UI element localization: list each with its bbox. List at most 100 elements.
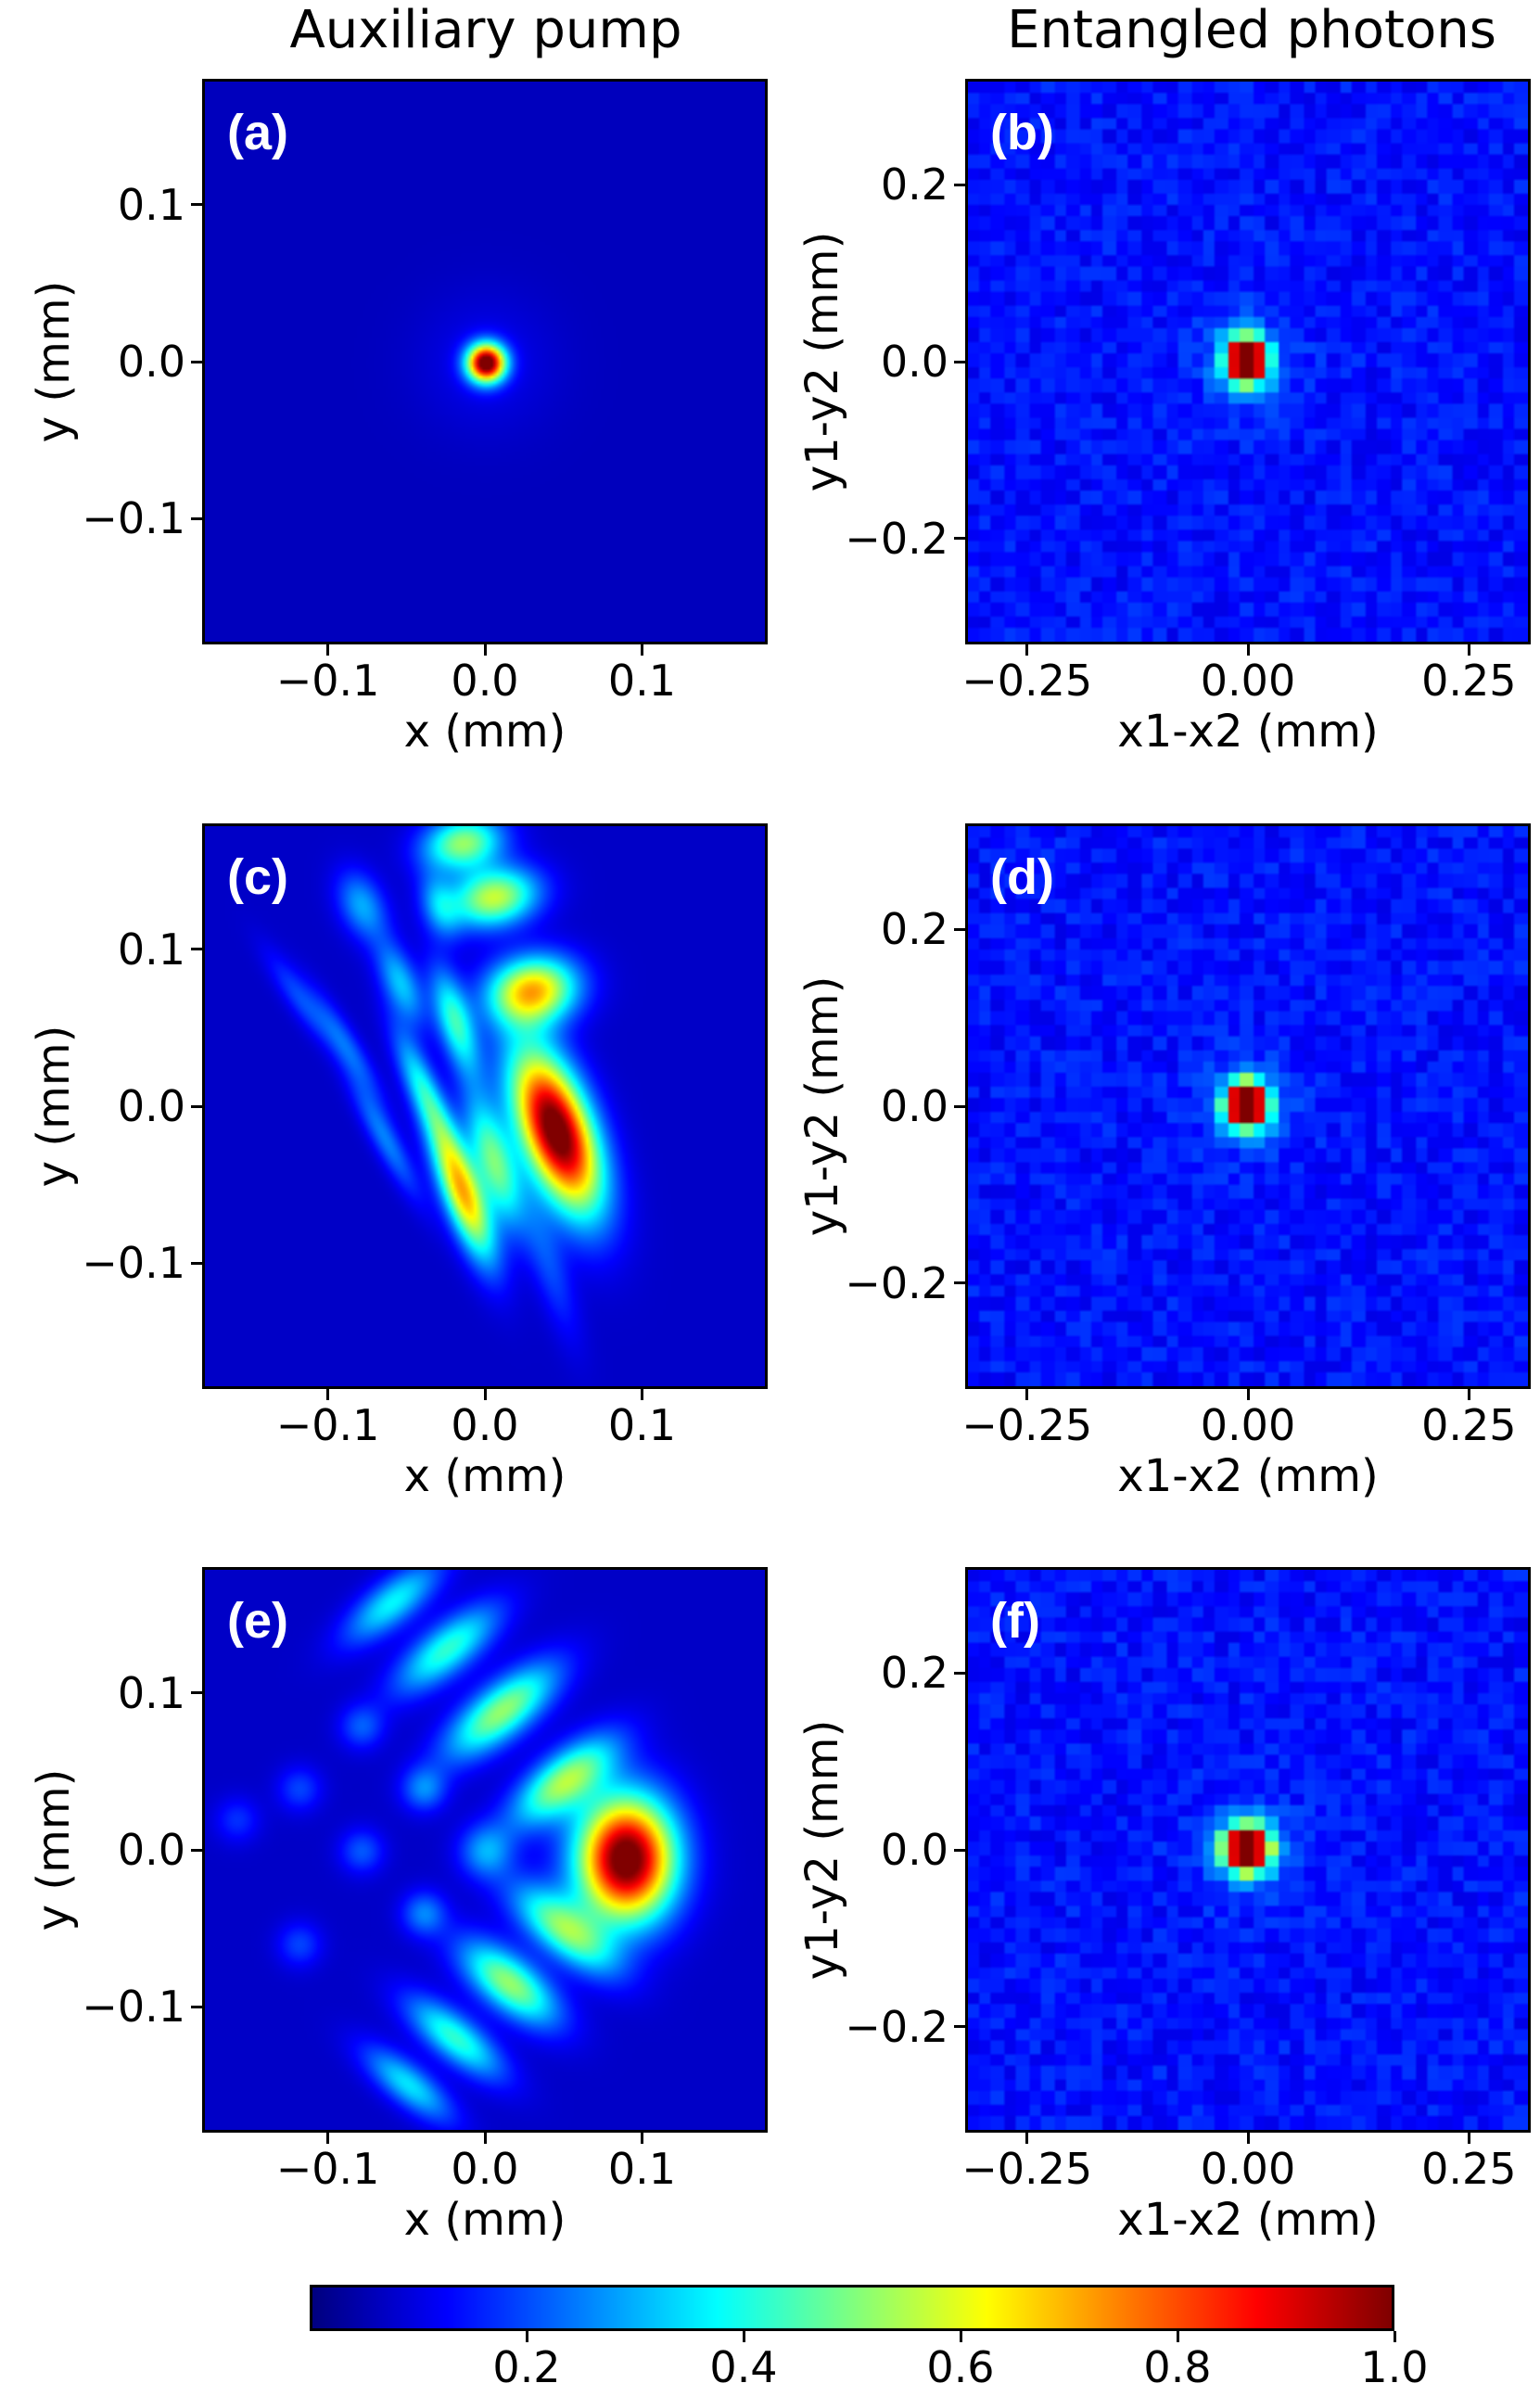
colorbar-tick-mark (1393, 2331, 1396, 2342)
x-tick-label: 0.25 (1421, 1400, 1517, 1450)
x-tick-mark (1467, 644, 1470, 656)
y-tick-label: −0.1 (82, 1238, 185, 1289)
y-tick-label: 0.1 (117, 1667, 185, 1718)
y-tick-label: 0.0 (117, 337, 185, 387)
heatmap-image-e (205, 1570, 765, 2130)
panel-label-f: (f) (990, 1593, 1040, 1649)
heatmap-image-f (968, 1570, 1528, 2130)
y-tick-label: 0.1 (117, 179, 185, 230)
colorbar-tick-label: 0.6 (926, 2342, 995, 2392)
colorbar (310, 2285, 1394, 2331)
left-column-title: Auxiliary pump (289, 0, 682, 60)
x-tick-label: 0.1 (607, 2144, 677, 2194)
x-tick-mark (1025, 2133, 1029, 2144)
y-tick-label: −0.1 (82, 493, 185, 544)
y-tick-label: −0.2 (845, 2001, 948, 2052)
x-tick-label: 0.1 (607, 656, 677, 706)
y-tick-label: 0.0 (880, 1825, 948, 1875)
x-axis-label: x1-x2 (mm) (1117, 706, 1379, 758)
x-axis-label: x1-x2 (mm) (1117, 1450, 1379, 1502)
colorbar-tick-mark (959, 2331, 962, 2342)
x-axis-label: x (mm) (403, 2194, 566, 2246)
y-tick-mark (954, 1281, 965, 1285)
x-tick-label: −0.1 (275, 2144, 380, 2194)
panel-label-a: (a) (227, 105, 288, 160)
colorbar-tick-label: 0.2 (492, 2342, 561, 2392)
x-tick-mark (1246, 644, 1250, 656)
y-tick-label: 0.2 (880, 1648, 948, 1699)
y-tick-mark (191, 1104, 202, 1108)
heatmap-image-d (968, 826, 1528, 1386)
x-tick-mark (326, 2133, 330, 2144)
x-tick-mark (1246, 1389, 1250, 1400)
y-tick-label: −0.1 (82, 1982, 185, 2033)
colorbar-tick-label: 1.0 (1360, 2342, 1429, 2392)
x-tick-mark (1246, 2133, 1250, 2144)
y-tick-mark (954, 1848, 965, 1852)
y-tick-label: 0.2 (880, 159, 948, 210)
y-tick-label: 0.0 (880, 1081, 948, 1131)
x-axis-label: x (mm) (403, 1450, 566, 1502)
y-tick-mark (191, 1261, 202, 1265)
y-tick-mark (954, 2025, 965, 2029)
x-tick-mark (640, 1389, 643, 1400)
y-tick-label: −0.2 (845, 1257, 948, 1308)
y-axis-label: y1-y2 (mm) (796, 1719, 848, 1981)
y-axis-label: y (mm) (28, 280, 80, 443)
panel-label-c: (c) (227, 849, 288, 905)
colorbar-tick-label: 0.4 (709, 2342, 778, 2392)
y-tick-mark (954, 1671, 965, 1675)
heatmap-image-a (205, 82, 765, 642)
x-tick-label: −0.1 (275, 656, 380, 706)
y-tick-mark (954, 360, 965, 363)
y-tick-mark (191, 516, 202, 520)
x-tick-label: 0.25 (1421, 2144, 1517, 2194)
y-tick-mark (191, 2005, 202, 2008)
y-tick-mark (954, 183, 965, 186)
y-tick-mark (191, 948, 202, 951)
y-tick-mark (191, 1691, 202, 1695)
panel-label-d: (d) (990, 849, 1054, 905)
x-tick-label: 0.00 (1200, 2144, 1296, 2194)
x-tick-label: −0.25 (961, 1400, 1093, 1450)
x-tick-label: −0.25 (961, 2144, 1093, 2194)
y-tick-mark (191, 360, 202, 363)
heatmap-panel-f: (f) (965, 1567, 1531, 2133)
y-axis-label: y1-y2 (mm) (796, 231, 848, 492)
x-tick-label: 0.25 (1421, 656, 1517, 706)
x-tick-mark (640, 2133, 643, 2144)
x-tick-label: 0.0 (451, 2144, 519, 2194)
heatmap-panel-e: (e) (202, 1567, 768, 2133)
colorbar-tick-mark (525, 2331, 528, 2342)
colorbar-tick-label: 0.8 (1143, 2342, 1212, 2392)
x-tick-mark (483, 2133, 487, 2144)
x-tick-mark (483, 644, 487, 656)
y-tick-label: 0.1 (117, 924, 185, 975)
y-tick-mark (954, 927, 965, 931)
x-tick-mark (326, 644, 330, 656)
y-tick-mark (191, 1848, 202, 1852)
x-tick-mark (1467, 1389, 1470, 1400)
colorbar-tick-mark (742, 2331, 745, 2342)
y-tick-label: 0.0 (117, 1081, 185, 1131)
heatmap-panel-d: (d) (965, 823, 1531, 1389)
y-tick-label: −0.2 (845, 513, 948, 564)
y-tick-mark (954, 537, 965, 541)
x-tick-label: 0.0 (451, 656, 519, 706)
right-column-title: Entangled photons (1007, 0, 1496, 60)
x-tick-label: 0.00 (1200, 656, 1296, 706)
y-tick-label: 0.0 (117, 1825, 185, 1875)
colorbar-tick-mark (1176, 2331, 1179, 2342)
y-tick-mark (191, 203, 202, 207)
heatmap-panel-a: (a) (202, 79, 768, 644)
x-tick-mark (1025, 644, 1029, 656)
x-tick-label: −0.1 (275, 1400, 380, 1450)
y-axis-label: y (mm) (28, 1768, 80, 1931)
heatmap-image-c (205, 826, 765, 1386)
x-tick-mark (1025, 1389, 1029, 1400)
x-tick-label: 0.00 (1200, 1400, 1296, 1450)
x-tick-label: 0.1 (607, 1400, 677, 1450)
y-tick-label: 0.2 (880, 904, 948, 955)
y-axis-label: y (mm) (28, 1025, 80, 1188)
heatmap-panel-c: (c) (202, 823, 768, 1389)
